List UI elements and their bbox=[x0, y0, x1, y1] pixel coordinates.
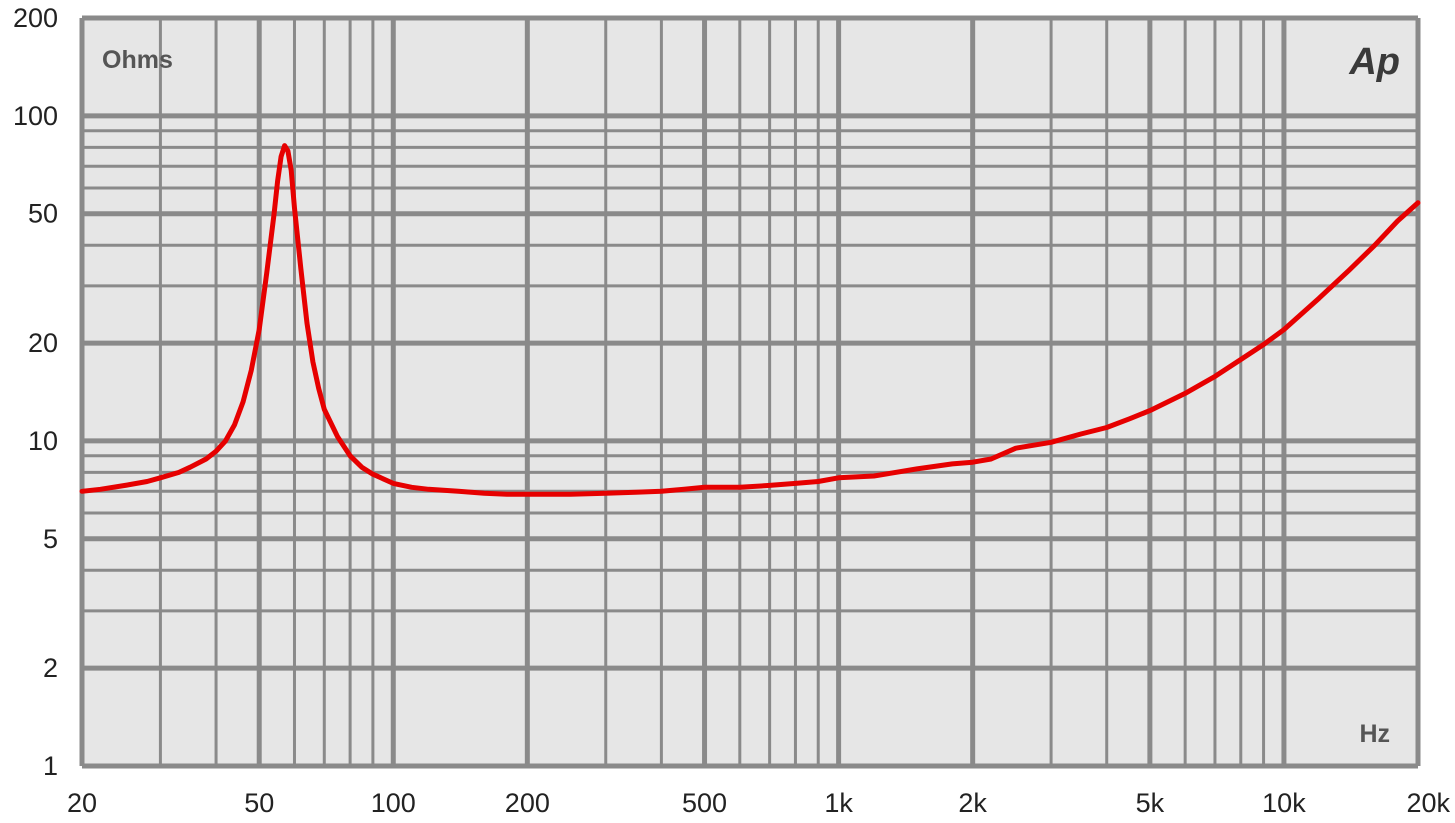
y-axis-tick-labels: 1 2 5 10 20 50 100 200 bbox=[13, 3, 58, 781]
x-tick-label: 2k bbox=[958, 788, 987, 818]
y-tick-label: 100 bbox=[13, 101, 58, 131]
y-tick-label: 2 bbox=[43, 653, 58, 683]
plot-background bbox=[82, 18, 1418, 766]
x-tick-label: 500 bbox=[682, 788, 727, 818]
y-tick-label: 1 bbox=[43, 751, 58, 781]
x-tick-label: 1k bbox=[824, 788, 853, 818]
x-tick-label: 20k bbox=[1406, 788, 1450, 818]
y-tick-label: 200 bbox=[13, 3, 58, 33]
x-axis-unit-label: Hz bbox=[1359, 720, 1390, 748]
ap-logo: Ap bbox=[1348, 41, 1400, 83]
x-tick-label: 100 bbox=[371, 788, 416, 818]
x-tick-label: 50 bbox=[244, 788, 274, 818]
y-tick-label: 5 bbox=[43, 524, 58, 554]
major-gridlines bbox=[79, 15, 1421, 769]
y-tick-label: 20 bbox=[28, 328, 58, 358]
y-axis-unit-label: Ohms bbox=[102, 46, 173, 74]
x-tick-label: 200 bbox=[505, 788, 550, 818]
impedance-curve bbox=[79, 143, 1421, 497]
x-tick-label: 20 bbox=[67, 788, 97, 818]
y-tick-label: 50 bbox=[28, 199, 58, 229]
y-tick-label: 10 bbox=[28, 426, 58, 456]
x-tick-label: 5k bbox=[1136, 788, 1165, 818]
x-tick-label: 10k bbox=[1262, 788, 1306, 818]
x-axis-tick-labels: 20 50 100 200 500 1k 2k 5k 10k 20k bbox=[67, 788, 1451, 818]
minor-gridlines bbox=[82, 18, 1418, 766]
